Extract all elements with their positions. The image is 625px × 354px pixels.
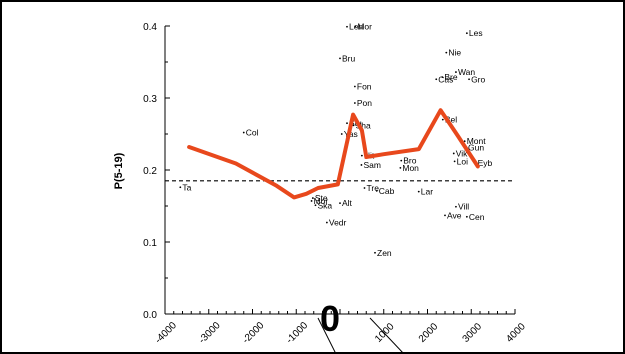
data-point <box>375 189 378 192</box>
point-label: Cab <box>379 186 395 196</box>
data-point <box>455 205 457 208</box>
data-point <box>417 190 420 193</box>
data-point <box>453 160 456 163</box>
y-tick-label: 0.1 <box>143 238 157 249</box>
data-point <box>360 154 363 157</box>
point-label: Ska <box>318 200 333 210</box>
zero-callout-left <box>317 317 337 354</box>
point-label: Lar <box>421 187 433 197</box>
data-point <box>310 200 313 202</box>
data-point <box>353 102 356 104</box>
data-point <box>311 197 314 199</box>
point-label: Les <box>469 28 483 38</box>
point-label: Stu <box>349 118 362 128</box>
point-label: Mont <box>467 136 487 146</box>
zero-marker-label: 0 <box>320 298 340 339</box>
y-tick-group: 0.0 0.1 0.2 0.3 0.4 <box>143 22 170 321</box>
y-axis-label: P(5-19) <box>113 152 125 189</box>
point-label: Vill <box>458 202 469 212</box>
point-label: Ta <box>182 182 191 192</box>
data-point <box>455 71 457 73</box>
point-label: Gun <box>468 143 484 153</box>
point-label: Cas <box>438 74 453 84</box>
point-label: Sha <box>356 120 371 130</box>
data-point <box>452 152 455 155</box>
data-point <box>346 122 348 125</box>
data-point <box>339 57 341 60</box>
point-label: Sam <box>363 160 380 170</box>
data-point <box>435 78 438 81</box>
series-trend-line <box>187 108 480 200</box>
point-label: Vedr <box>329 218 347 228</box>
point-label: Col <box>246 128 259 138</box>
point-label: Bel <box>445 115 457 125</box>
data-point <box>314 204 317 207</box>
data-point <box>468 78 470 81</box>
data-point <box>465 215 468 218</box>
point-label: Pon <box>357 98 372 108</box>
point-label: Mor <box>357 22 372 32</box>
data-point <box>325 221 328 224</box>
point-label: Mor <box>314 196 329 206</box>
point-label: Bro <box>403 156 417 166</box>
point-label: Loi <box>457 156 468 166</box>
data-point <box>399 166 402 169</box>
data-point <box>465 32 468 35</box>
data-point <box>354 25 357 28</box>
y-tick-label: 0.2 <box>143 166 157 177</box>
data-point <box>353 85 356 88</box>
data-point <box>441 118 444 121</box>
point-label: Eyb <box>478 158 493 168</box>
zero-callout-right <box>369 317 405 354</box>
data-point <box>445 51 448 54</box>
point-label: Gro <box>471 74 485 84</box>
data-point <box>374 251 376 254</box>
point-label: Nie <box>448 48 461 58</box>
point-label: Wan <box>458 67 475 77</box>
point-label: Cen <box>469 212 485 222</box>
point-label: Tre <box>367 183 380 193</box>
point-label: Mon <box>402 163 419 173</box>
data-point <box>339 202 341 205</box>
point-label: Zen <box>377 248 392 258</box>
point-label: Ste <box>315 193 328 203</box>
y-tick-label: 0.0 <box>143 310 157 321</box>
point-label: Vik <box>456 148 468 158</box>
data-point <box>179 186 182 189</box>
y-tick-label: 0.3 <box>143 94 157 105</box>
point-label: Alt <box>342 198 353 208</box>
data-point <box>400 159 403 162</box>
data-point <box>340 133 343 135</box>
y-tick-label: 0.4 <box>143 22 157 33</box>
point-label: Ave <box>447 210 462 220</box>
point-label: Len <box>349 22 363 32</box>
point-label: Bru <box>342 53 356 63</box>
data-point <box>444 214 446 217</box>
data-point <box>363 187 366 189</box>
data-point <box>360 164 363 166</box>
data-point <box>346 25 348 28</box>
data-point <box>441 76 444 79</box>
point-label: Bre <box>444 72 458 82</box>
data-point <box>242 131 245 134</box>
data-point <box>352 124 355 127</box>
point-label: Fon <box>357 81 372 91</box>
data-point <box>463 140 466 143</box>
